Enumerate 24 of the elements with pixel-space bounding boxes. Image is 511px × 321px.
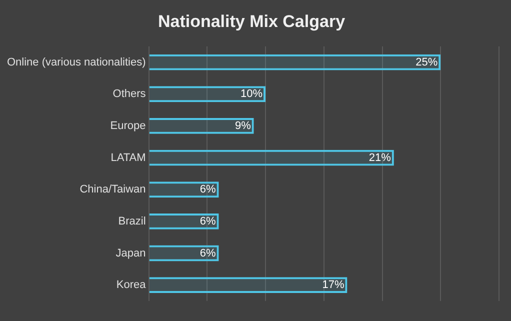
bar	[149, 118, 254, 134]
bar	[149, 86, 266, 102]
data-label: 21%	[368, 152, 392, 164]
bar	[149, 182, 219, 198]
y-tick-label: Europe	[110, 120, 146, 132]
y-tick-label: China/Taiwan	[80, 184, 146, 196]
y-tick-label: Others	[112, 88, 146, 100]
y-tick-label: Brazil	[118, 215, 146, 228]
bar	[149, 150, 394, 166]
data-label: 10%	[240, 88, 263, 100]
y-tick-label: LATAM	[110, 152, 146, 164]
data-label: 6%	[200, 184, 216, 196]
data-label: 9%	[234, 120, 252, 132]
y-tick-label: Online (various nationalities)	[6, 56, 146, 68]
bar	[149, 277, 348, 294]
bar	[149, 54, 441, 70]
data-label: 25%	[416, 56, 438, 68]
bar	[149, 213, 219, 230]
y-tick-label: Korea	[116, 279, 147, 292]
data-label: 6%	[200, 247, 216, 260]
data-label: 17%	[322, 279, 344, 292]
chart-title: Nationality Mix Calgary	[158, 12, 346, 31]
data-label: 6%	[200, 215, 216, 228]
y-tick-label: Japan	[116, 247, 146, 260]
